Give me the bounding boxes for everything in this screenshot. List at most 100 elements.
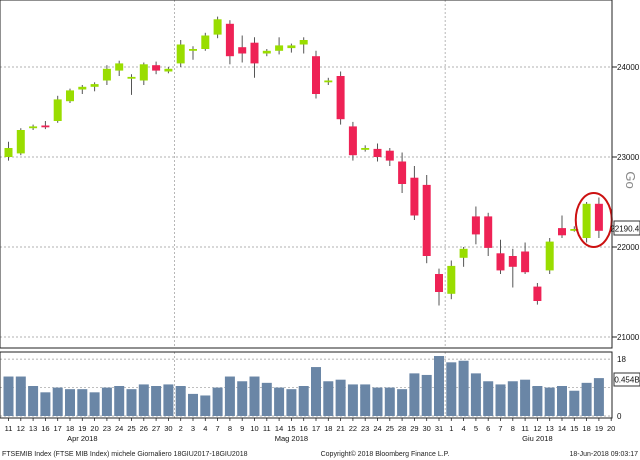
side-label: Go bbox=[623, 171, 638, 188]
volume-bar bbox=[274, 387, 285, 416]
candle-body bbox=[152, 65, 161, 71]
month-label: Mag 2018 bbox=[275, 434, 308, 443]
vertical-gridlines bbox=[174, 0, 446, 418]
x-tick-label: 15 bbox=[287, 424, 295, 433]
volume-bar bbox=[52, 387, 63, 416]
footer-right: 18-Jun-2018 09:03:17 bbox=[570, 451, 639, 458]
candle-body bbox=[545, 241, 554, 271]
x-tick-label: 30 bbox=[423, 424, 431, 433]
volume-tick-labels: 18 0 bbox=[617, 355, 626, 421]
candle-body bbox=[471, 216, 480, 235]
candle-body bbox=[139, 64, 148, 81]
volume-bar bbox=[249, 376, 260, 416]
volume-bar bbox=[507, 381, 518, 416]
x-tick-label: 4 bbox=[203, 424, 207, 433]
x-tick-labels: 11 12 13 16 17 18 19 20 23 24 25 26 27 30 2 3 4 7 8 9 10 11 14… bbox=[5, 418, 615, 433]
candle-body bbox=[287, 45, 296, 49]
candle-body bbox=[521, 251, 530, 273]
x-tick-label: 14 bbox=[275, 424, 283, 433]
x-tick-label: 12 bbox=[17, 424, 25, 433]
candle-body bbox=[78, 86, 87, 90]
x-tick-label: 17 bbox=[312, 424, 320, 433]
x-tick-label: 29 bbox=[410, 424, 418, 433]
x-tick-label: 9 bbox=[240, 424, 244, 433]
volume-bar bbox=[298, 386, 309, 416]
x-tick-label: 18 bbox=[582, 424, 590, 433]
candle-body bbox=[422, 184, 431, 256]
candle-body bbox=[459, 248, 468, 258]
x-tick-label: 2 bbox=[179, 424, 183, 433]
volume-tick-label: 0 bbox=[617, 412, 622, 421]
candle-body bbox=[238, 47, 247, 54]
price-tick-labels: 21000 22000 23000 24000 bbox=[612, 63, 640, 342]
volume-bar bbox=[409, 373, 420, 416]
volume-bar bbox=[581, 382, 592, 416]
candle-body bbox=[312, 56, 320, 94]
volume-bar bbox=[237, 381, 248, 416]
x-tick-label: 13 bbox=[29, 424, 37, 433]
candle-body bbox=[410, 177, 419, 216]
volume-bar bbox=[89, 392, 100, 416]
volume-bar bbox=[470, 373, 481, 416]
x-tick-label: 22 bbox=[349, 424, 357, 433]
candle-body bbox=[90, 84, 99, 87]
x-tick-label: 25 bbox=[386, 424, 394, 433]
candle-body bbox=[250, 42, 259, 64]
price-tick-label: 22000 bbox=[617, 243, 640, 252]
x-tick-label: 4 bbox=[462, 424, 466, 433]
x-tick-label: 19 bbox=[595, 424, 603, 433]
volume-bar bbox=[200, 395, 211, 416]
candle-body bbox=[4, 148, 13, 157]
x-tick-label: 1 bbox=[449, 424, 453, 433]
candle-body bbox=[225, 23, 234, 57]
x-tick-label: 20 bbox=[90, 424, 98, 433]
x-tick-label: 7 bbox=[498, 424, 502, 433]
volume-bar bbox=[65, 389, 75, 416]
volume-bars-layer bbox=[3, 356, 604, 416]
candle-body bbox=[127, 76, 136, 79]
price-tick-label: 21000 bbox=[617, 333, 640, 342]
candle-body bbox=[102, 68, 111, 81]
volume-bar bbox=[175, 386, 186, 416]
candle-body bbox=[398, 161, 407, 184]
x-tick-label: 17 bbox=[54, 424, 62, 433]
x-tick-label: 30 bbox=[164, 424, 172, 433]
volume-bar bbox=[384, 387, 395, 416]
volume-bar bbox=[323, 381, 334, 416]
candle-body bbox=[299, 40, 308, 45]
candle-body bbox=[361, 148, 370, 150]
volume-bar bbox=[397, 389, 408, 416]
footer-center: Copyright© 2018 Bloomberg Finance L.P. bbox=[321, 450, 450, 458]
price-tick-label: 23000 bbox=[617, 153, 640, 162]
volume-bar bbox=[593, 378, 604, 416]
volume-bar bbox=[261, 382, 272, 416]
candles-layer bbox=[4, 16, 603, 306]
volume-bar bbox=[434, 356, 444, 416]
x-tick-label: 11 bbox=[263, 424, 271, 433]
volume-tick-label: 18 bbox=[617, 355, 626, 364]
candle-body bbox=[201, 35, 210, 49]
volume-bar bbox=[138, 384, 149, 416]
candle-body bbox=[29, 126, 38, 129]
plot-frame bbox=[0, 0, 613, 419]
x-tick-label: 10 bbox=[250, 424, 258, 433]
volume-bar bbox=[347, 384, 358, 416]
volume-bar bbox=[311, 367, 321, 416]
candle-body bbox=[176, 44, 185, 64]
volume-bar bbox=[126, 389, 137, 416]
volume-bar bbox=[569, 390, 580, 416]
volume-bar bbox=[212, 387, 223, 416]
candle-body bbox=[115, 63, 124, 71]
volume-bar bbox=[224, 376, 235, 416]
candle-body bbox=[16, 130, 25, 154]
candle-body bbox=[348, 126, 357, 156]
volume-bar bbox=[101, 387, 112, 416]
x-tick-label: 5 bbox=[474, 424, 478, 433]
candle-body bbox=[336, 76, 345, 120]
volume-bar bbox=[532, 386, 543, 416]
x-tick-label: 16 bbox=[300, 424, 308, 433]
candle-body bbox=[373, 148, 382, 157]
x-tick-label: 6 bbox=[486, 424, 490, 433]
footer-left: FTSEMIB Index (FTSE MIB Index) michele G… bbox=[2, 451, 248, 458]
